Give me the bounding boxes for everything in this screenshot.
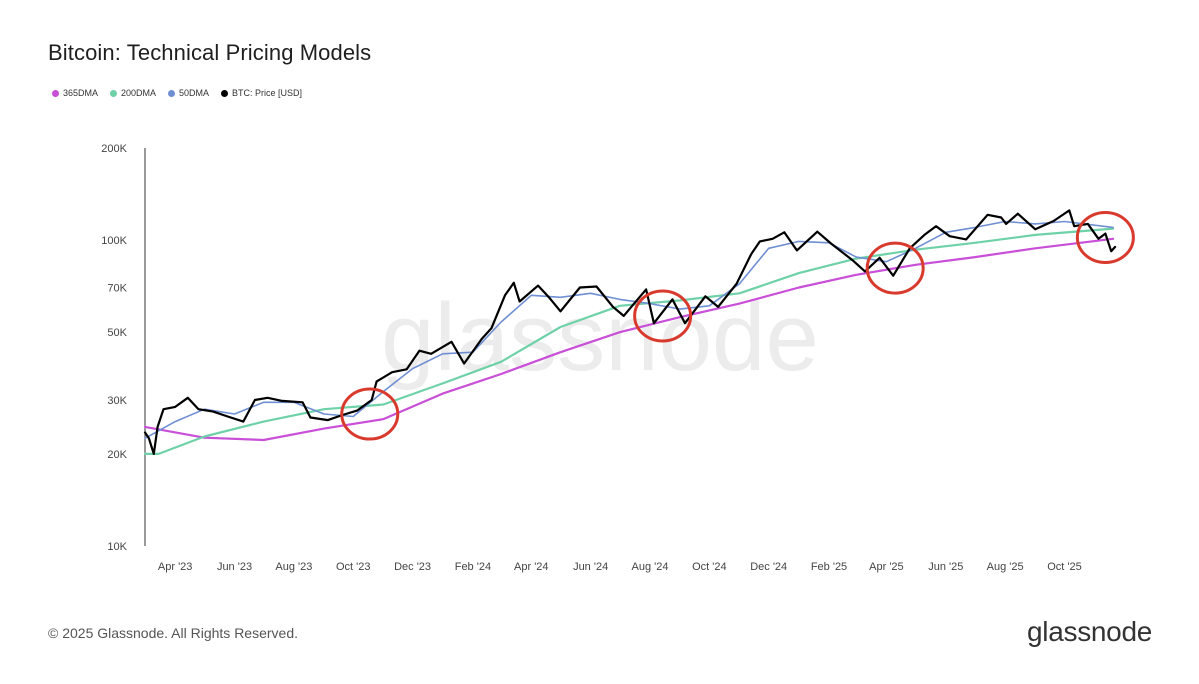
legend-label-200dma: 200DMA (121, 88, 157, 98)
highlight-circle-4 (1075, 210, 1135, 264)
x-tick-label: Aug '23 (275, 561, 312, 573)
legend-label-50dma: 50DMA (179, 88, 210, 98)
y-tick-label: 20K (107, 449, 127, 461)
legend-item-btc-price[interactable]: BTC: Price [USD] (221, 88, 302, 98)
x-tick-label: Oct '23 (336, 561, 371, 573)
x-tick-label: Aug '25 (987, 561, 1024, 573)
copyright-text: © 2025 Glassnode. All Rights Reserved. (48, 625, 299, 641)
brand-logo[interactable]: glassnode (1027, 616, 1152, 647)
x-tick-label: Feb '25 (811, 561, 847, 573)
chart-title: Bitcoin: Technical Pricing Models (48, 40, 372, 65)
legend-label-btc-price: BTC: Price [USD] (232, 88, 303, 98)
y-tick-label: 10K (107, 541, 127, 553)
legend-swatch-200dma (110, 89, 118, 97)
legend: 365DMA 200DMA 50DMA BTC: Price [USD] (52, 88, 302, 98)
series-line-365dma (143, 237, 1115, 442)
legend-label-365dma: 365DMA (63, 88, 99, 98)
legend-swatch-50dma (168, 89, 176, 97)
x-tick-label: Jun '24 (573, 561, 608, 573)
highlight-circle-3 (865, 241, 925, 295)
y-tick-label: 70K (107, 282, 127, 294)
x-tick-label: Jun '25 (928, 561, 963, 573)
x-tick-label: Jun '23 (217, 561, 252, 573)
x-tick-label: Dec '24 (750, 561, 787, 573)
y-tick-label: 30K (107, 395, 127, 407)
x-tick-label: Apr '25 (869, 561, 904, 573)
x-tick-label: Oct '24 (692, 561, 727, 573)
legend-item-200dma[interactable]: 200DMA (110, 88, 156, 98)
y-tick-label: 200K (101, 143, 127, 155)
legend-item-365dma[interactable]: 365DMA (52, 88, 98, 98)
x-tick-label: Oct '25 (1047, 561, 1082, 573)
highlight-circle-2 (633, 289, 693, 343)
series-line-btc-price-usd (143, 209, 1117, 455)
x-tick-label: Dec '23 (394, 561, 431, 573)
legend-swatch-365dma (52, 89, 59, 97)
x-tick-label: Aug '24 (632, 561, 669, 573)
x-tick-label: Feb '24 (455, 561, 491, 573)
y-tick-label: 100K (101, 235, 127, 247)
x-tick-label: Apr '24 (514, 561, 549, 573)
highlight-circle-1 (340, 387, 400, 441)
legend-item-50dma[interactable]: 50DMA (168, 88, 209, 98)
legend-swatch-btc-price (221, 89, 229, 97)
x-tick-label: Apr '23 (158, 561, 193, 573)
series-line-200dma (143, 227, 1115, 455)
y-tick-label: 50K (107, 327, 127, 339)
